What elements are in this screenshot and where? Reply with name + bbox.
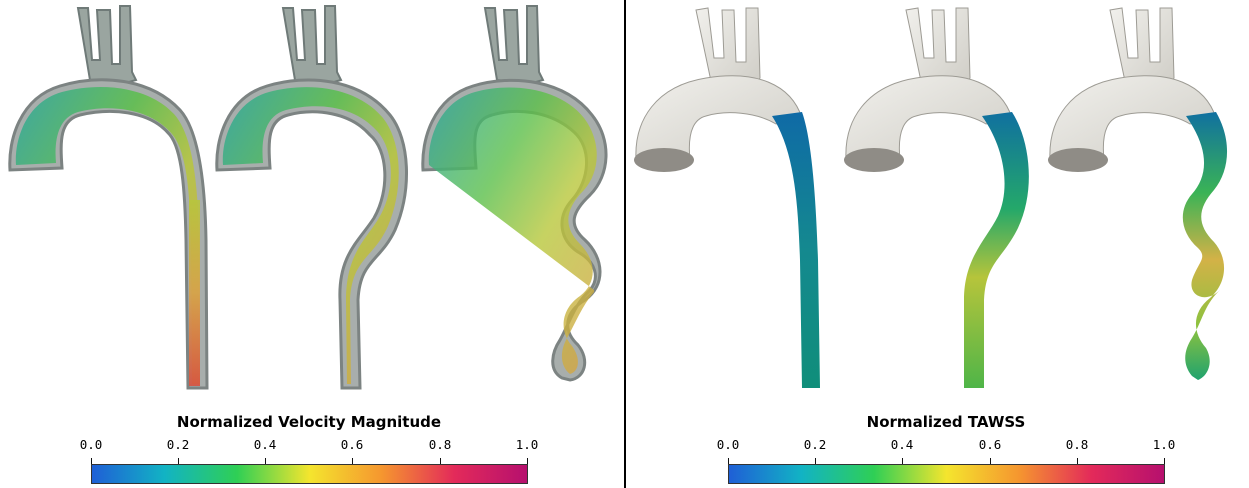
tawss-aorta-tortuous xyxy=(1048,7,1228,380)
velocity-tick-3: 0.6 xyxy=(340,437,364,452)
tawss-panel: Normalized TAWSS 0.0 0.2 0.4 0.6 0.8 1.0 xyxy=(626,0,1249,488)
velocity-aorta-renderings xyxy=(8,5,608,390)
velocity-tick-1: 0.2 xyxy=(166,437,190,452)
velocity-tick-2: 0.4 xyxy=(253,437,277,452)
velocity-colorbar-title: Normalized Velocity Magnitude xyxy=(176,413,442,431)
tawss-tick-0: 0.0 xyxy=(716,437,740,452)
tawss-colorbar-title: Normalized TAWSS xyxy=(866,413,1026,431)
velocity-tick-4: 0.8 xyxy=(428,437,452,452)
velocity-colorbar xyxy=(91,464,528,484)
tawss-tick-4: 0.8 xyxy=(1065,437,1089,452)
velocity-tick-0: 0.0 xyxy=(79,437,103,452)
velocity-aorta-curved xyxy=(215,5,408,390)
tawss-aorta-curved xyxy=(844,7,1029,388)
tawss-colorbar xyxy=(728,464,1165,484)
velocity-panel: Normalized Velocity Magnitude 0.0 0.2 0.… xyxy=(0,0,624,488)
tawss-aorta-renderings xyxy=(634,7,1228,388)
velocity-tick-5: 1.0 xyxy=(515,437,539,452)
tawss-tick-1: 0.2 xyxy=(803,437,827,452)
tawss-tick-2: 0.4 xyxy=(890,437,914,452)
tawss-tick-5: 1.0 xyxy=(1152,437,1176,452)
panel-divider xyxy=(624,0,626,488)
velocity-aorta-straight xyxy=(8,5,209,390)
tawss-aorta-straight xyxy=(634,7,820,388)
velocity-aorta-tortuous xyxy=(421,5,608,382)
tawss-tick-3: 0.6 xyxy=(978,437,1002,452)
